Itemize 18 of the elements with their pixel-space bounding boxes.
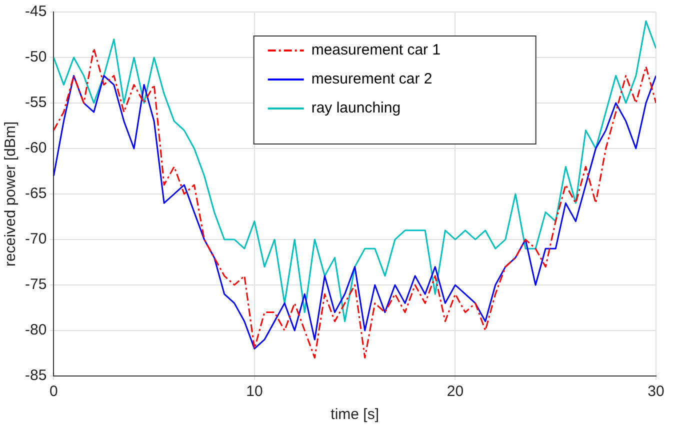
x-tick-label: 10 <box>246 383 263 400</box>
y-tick-label: -45 <box>24 3 47 20</box>
y-tick-label: -55 <box>24 94 47 112</box>
y-tick-label: -65 <box>24 185 47 202</box>
legend-label: ray launching <box>311 100 401 117</box>
y-tick-label: -85 <box>24 367 47 384</box>
y-tick-label: -70 <box>24 230 47 248</box>
x-tick-label: 30 <box>648 383 664 400</box>
x-tick-label: 20 <box>446 383 464 400</box>
x-axis-title: time [s] <box>330 406 380 424</box>
legend-label: mesurement car 2 <box>311 70 432 88</box>
y-tick-label: -75 <box>24 276 47 294</box>
y-tick-label: -60 <box>24 140 47 157</box>
y-axis-title: received power [dBm] <box>2 121 20 267</box>
legend-label: measurement car 1 <box>311 42 441 59</box>
x-tick-label: 0 <box>50 383 58 400</box>
y-tick-label: -80 <box>24 322 47 339</box>
y-tick-label: -50 <box>24 48 47 66</box>
